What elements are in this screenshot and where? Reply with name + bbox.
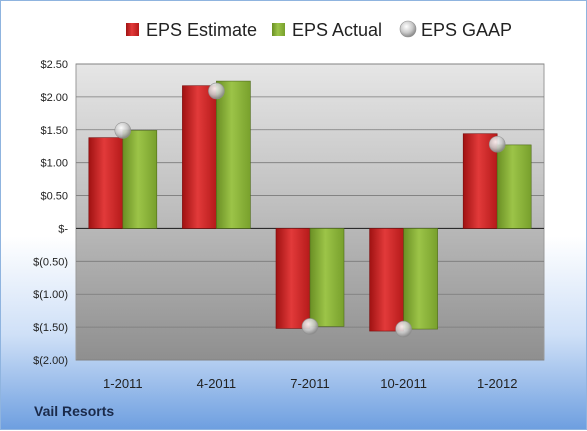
x-axis-categories: 1-2011 4-2011 7-2011 10-2011 1-2012: [103, 376, 517, 391]
bar-eps-estimate: [275, 228, 311, 329]
legend-eps-gaap: EPS GAAP: [399, 20, 512, 40]
legend-label: EPS GAAP: [421, 20, 512, 40]
x-category-label: 7-2011: [290, 376, 330, 391]
y-tick-label: $0.50: [40, 191, 68, 203]
y-tick-label: $(2.00): [33, 355, 68, 367]
bar-eps-estimate: [182, 85, 217, 229]
gaap-marker: [114, 122, 132, 139]
bar-eps-actual: [309, 228, 345, 327]
y-tick-label: $-: [58, 223, 68, 235]
x-category-label: 1-2012: [477, 376, 517, 391]
bar-eps-actual: [496, 144, 532, 229]
gaap-markers: [114, 82, 506, 338]
y-tick-label: $(1.50): [33, 322, 68, 334]
x-category-label: 1-2011: [103, 376, 143, 391]
company-name: Vail Resorts: [34, 403, 115, 419]
gaap-marker: [301, 318, 319, 335]
legend-eps-estimate: EPS Estimate: [126, 20, 257, 40]
bar-eps-estimate: [88, 137, 124, 229]
x-category-label: 10-2011: [380, 376, 427, 391]
gaap-marker: [395, 320, 412, 338]
legend-label: EPS Actual: [292, 20, 382, 40]
bar-eps-actual: [122, 130, 158, 229]
bars: [88, 80, 532, 332]
legend-swatch: [399, 20, 417, 38]
legend-eps-actual: EPS Actual: [272, 20, 382, 40]
gaap-marker: [208, 82, 225, 100]
x-category-label: 4-2011: [197, 376, 237, 391]
y-tick-label: $2.00: [40, 92, 68, 104]
legend-swatch: [126, 23, 139, 36]
bar-eps-actual: [403, 228, 438, 330]
bar-eps-actual: [216, 80, 251, 229]
legend-label: EPS Estimate: [146, 20, 257, 40]
y-tick-label: $(1.00): [33, 289, 68, 301]
y-tick-label: $(0.50): [33, 256, 68, 268]
legend-swatch: [272, 23, 285, 36]
y-tick-label: $2.50: [40, 59, 68, 71]
bar-eps-estimate: [369, 228, 404, 332]
gaap-marker: [488, 135, 506, 153]
y-tick-label: $1.50: [40, 125, 68, 137]
y-tick-label: $1.00: [40, 158, 68, 170]
legend: EPS Estimate EPS Actual EPS GAAP: [126, 20, 512, 40]
y-axis-ticks: $2.50 $2.00 $1.50 $1.00 $0.50 $- $(0.50) $(1.00…: [33, 59, 68, 367]
